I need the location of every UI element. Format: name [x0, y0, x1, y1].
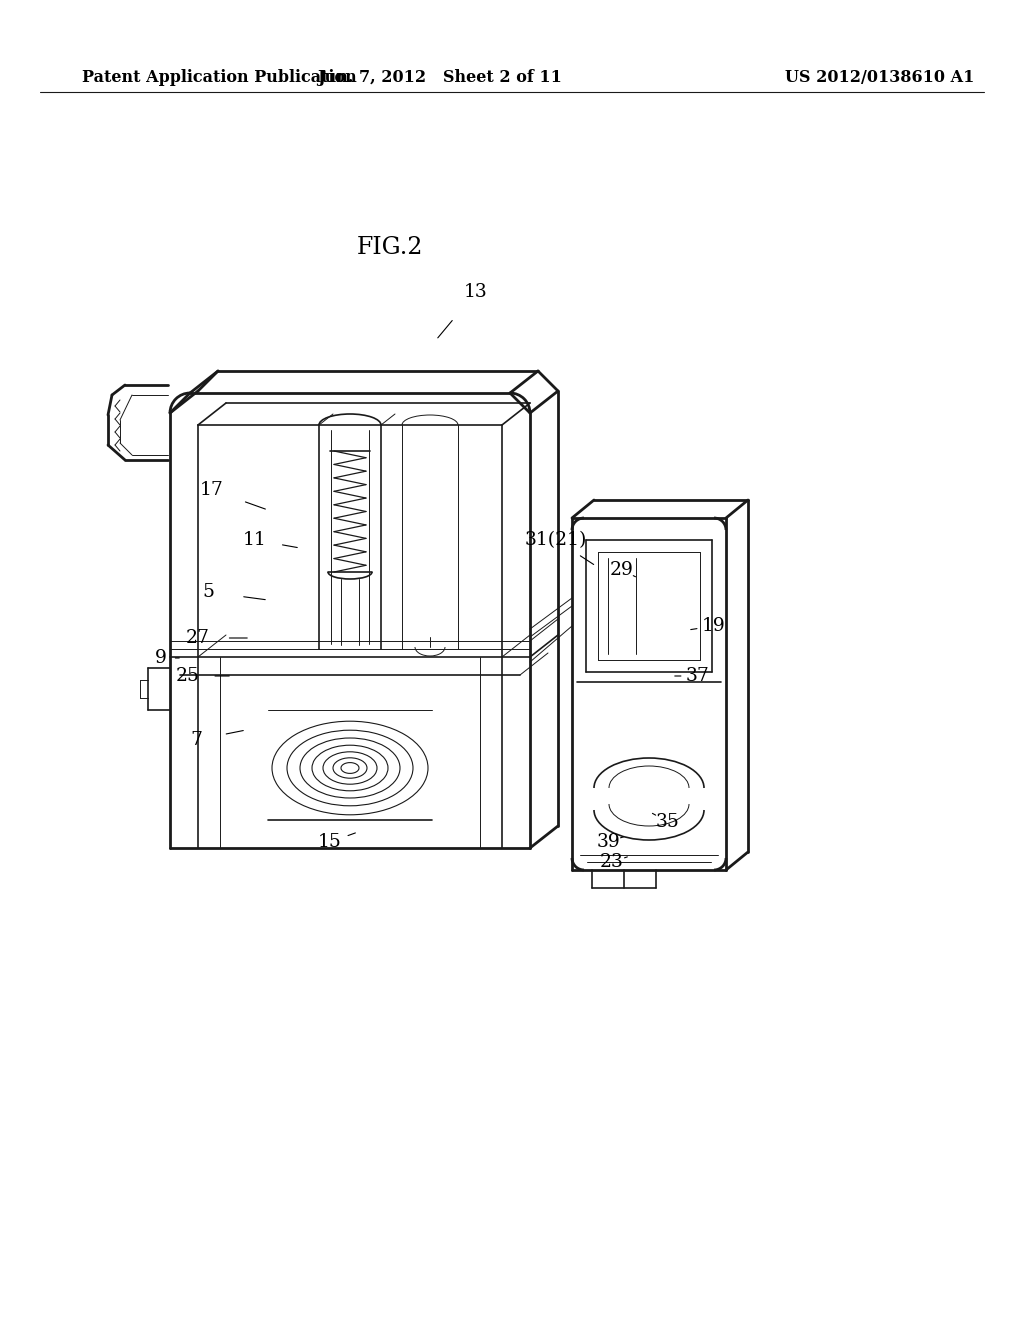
Text: 37: 37 — [686, 667, 710, 685]
Text: 19: 19 — [702, 616, 726, 635]
Text: 39: 39 — [596, 833, 620, 851]
Text: US 2012/0138610 A1: US 2012/0138610 A1 — [785, 70, 975, 87]
Text: FIG.2: FIG.2 — [356, 236, 423, 260]
Text: 27: 27 — [186, 630, 210, 647]
Text: 23: 23 — [600, 853, 624, 871]
Text: 29: 29 — [610, 561, 634, 579]
Text: 25: 25 — [176, 667, 200, 685]
Text: Jun. 7, 2012   Sheet 2 of 11: Jun. 7, 2012 Sheet 2 of 11 — [317, 70, 562, 87]
Text: 31(21): 31(21) — [525, 531, 587, 549]
Text: Patent Application Publication: Patent Application Publication — [82, 70, 356, 87]
Text: 5: 5 — [202, 583, 214, 601]
Text: 35: 35 — [656, 813, 680, 832]
Text: 17: 17 — [200, 480, 224, 499]
Text: 11: 11 — [243, 531, 267, 549]
Text: 15: 15 — [318, 833, 342, 851]
Text: 7: 7 — [190, 731, 202, 748]
Text: 9: 9 — [155, 649, 167, 667]
Text: 13: 13 — [464, 282, 487, 301]
